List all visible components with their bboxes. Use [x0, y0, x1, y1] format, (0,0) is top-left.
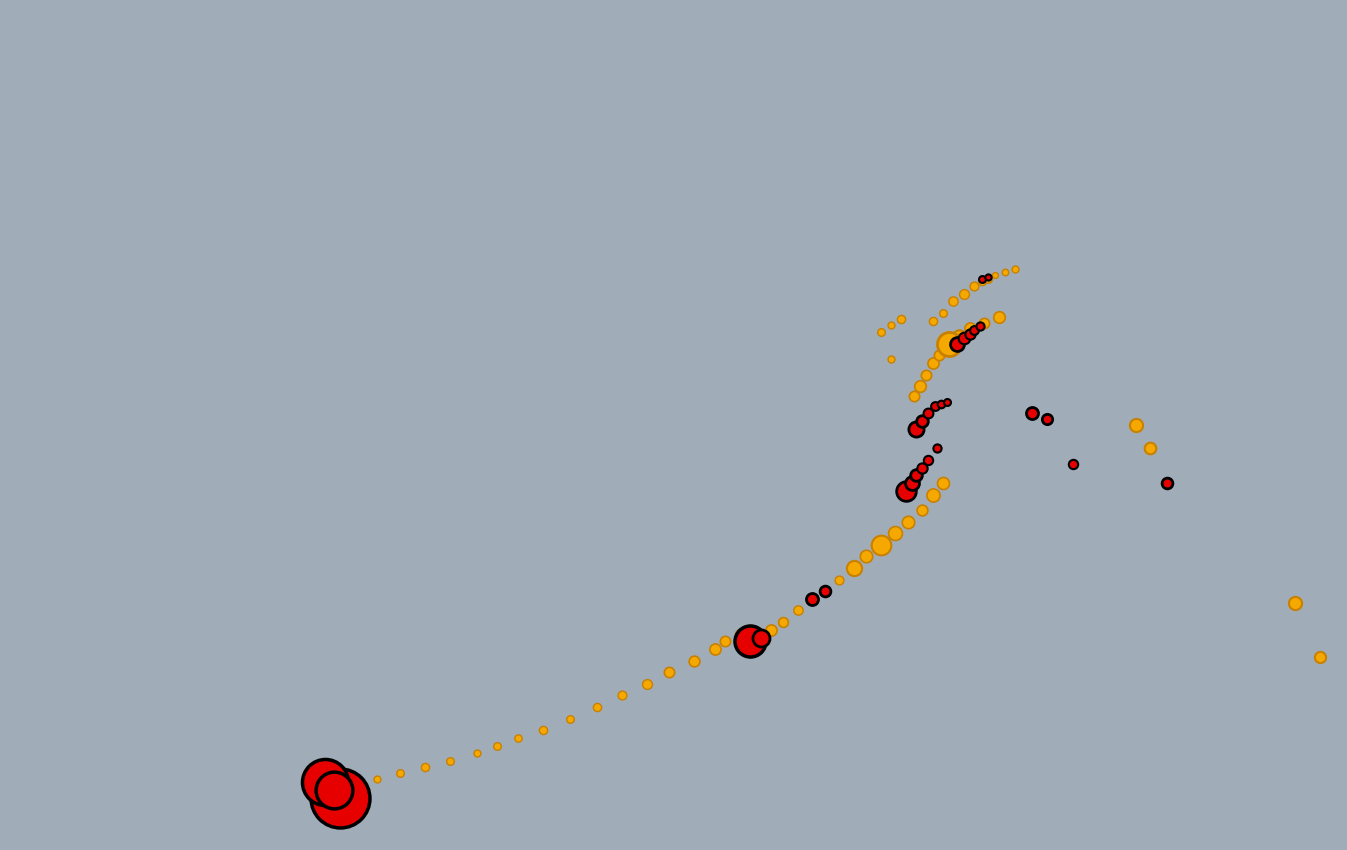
Point — [1125, 418, 1146, 432]
Point — [559, 711, 581, 725]
Point — [959, 327, 981, 341]
Point — [366, 772, 388, 785]
Point — [978, 272, 999, 286]
Point — [870, 326, 892, 339]
Point — [905, 468, 927, 482]
Point — [1285, 596, 1307, 609]
Point — [989, 310, 1010, 324]
Point — [928, 348, 950, 362]
Point — [787, 604, 808, 617]
Point — [335, 779, 357, 793]
Point — [1005, 262, 1026, 275]
Point — [925, 441, 947, 455]
Point — [974, 316, 995, 330]
Point — [740, 635, 761, 649]
Point — [983, 269, 1005, 282]
Point — [894, 484, 916, 497]
Point — [963, 279, 985, 292]
Point — [978, 270, 999, 284]
Point — [912, 461, 933, 474]
Point — [1063, 456, 1084, 470]
Point — [881, 318, 902, 332]
Point — [714, 635, 735, 649]
Point — [636, 677, 657, 691]
Point — [963, 324, 985, 337]
Point — [994, 265, 1016, 279]
Point — [315, 775, 337, 789]
Point — [929, 397, 951, 411]
Point — [760, 623, 781, 637]
Point — [870, 538, 892, 552]
Point — [346, 778, 368, 791]
Point — [948, 329, 970, 343]
Point — [1309, 650, 1331, 664]
Point — [1021, 406, 1043, 420]
Point — [902, 389, 924, 403]
Point — [586, 700, 607, 714]
Point — [909, 380, 931, 394]
Point — [323, 784, 345, 797]
Point — [921, 356, 943, 370]
Point — [1156, 476, 1177, 490]
Point — [901, 476, 923, 490]
Point — [952, 332, 974, 345]
Point — [947, 337, 968, 351]
Point — [912, 503, 933, 517]
Point — [943, 295, 964, 309]
Point — [729, 626, 750, 640]
Point — [612, 688, 633, 702]
Point — [704, 643, 726, 656]
Point — [916, 368, 938, 382]
Point — [532, 723, 554, 737]
Point — [414, 760, 435, 774]
Point — [843, 561, 865, 575]
Point — [936, 395, 958, 409]
Point — [1036, 412, 1057, 426]
Point — [801, 592, 823, 606]
Point — [970, 320, 991, 333]
Point — [750, 631, 772, 644]
Point — [971, 272, 993, 286]
Point — [881, 353, 902, 366]
Point — [921, 488, 943, 502]
Point — [508, 731, 529, 745]
Point — [971, 275, 993, 288]
Point — [773, 615, 795, 629]
Point — [814, 584, 835, 598]
Point — [885, 526, 907, 540]
Point — [855, 550, 877, 564]
Point — [932, 306, 954, 320]
Point — [486, 739, 508, 752]
Point — [917, 453, 939, 467]
Point — [932, 476, 954, 490]
Point — [659, 666, 680, 679]
Point — [329, 791, 350, 805]
Point — [897, 515, 919, 529]
Point — [939, 337, 960, 351]
Point — [466, 746, 488, 760]
Point — [917, 406, 939, 420]
Point — [905, 422, 927, 436]
Point — [439, 754, 461, 768]
Point — [683, 654, 704, 667]
Point — [959, 321, 981, 335]
Point — [952, 286, 974, 300]
Point — [890, 312, 912, 326]
Point — [912, 414, 933, 428]
Point — [389, 766, 411, 779]
Point — [828, 573, 850, 586]
Point — [924, 399, 946, 412]
Point — [921, 314, 943, 327]
Point — [1140, 441, 1161, 455]
